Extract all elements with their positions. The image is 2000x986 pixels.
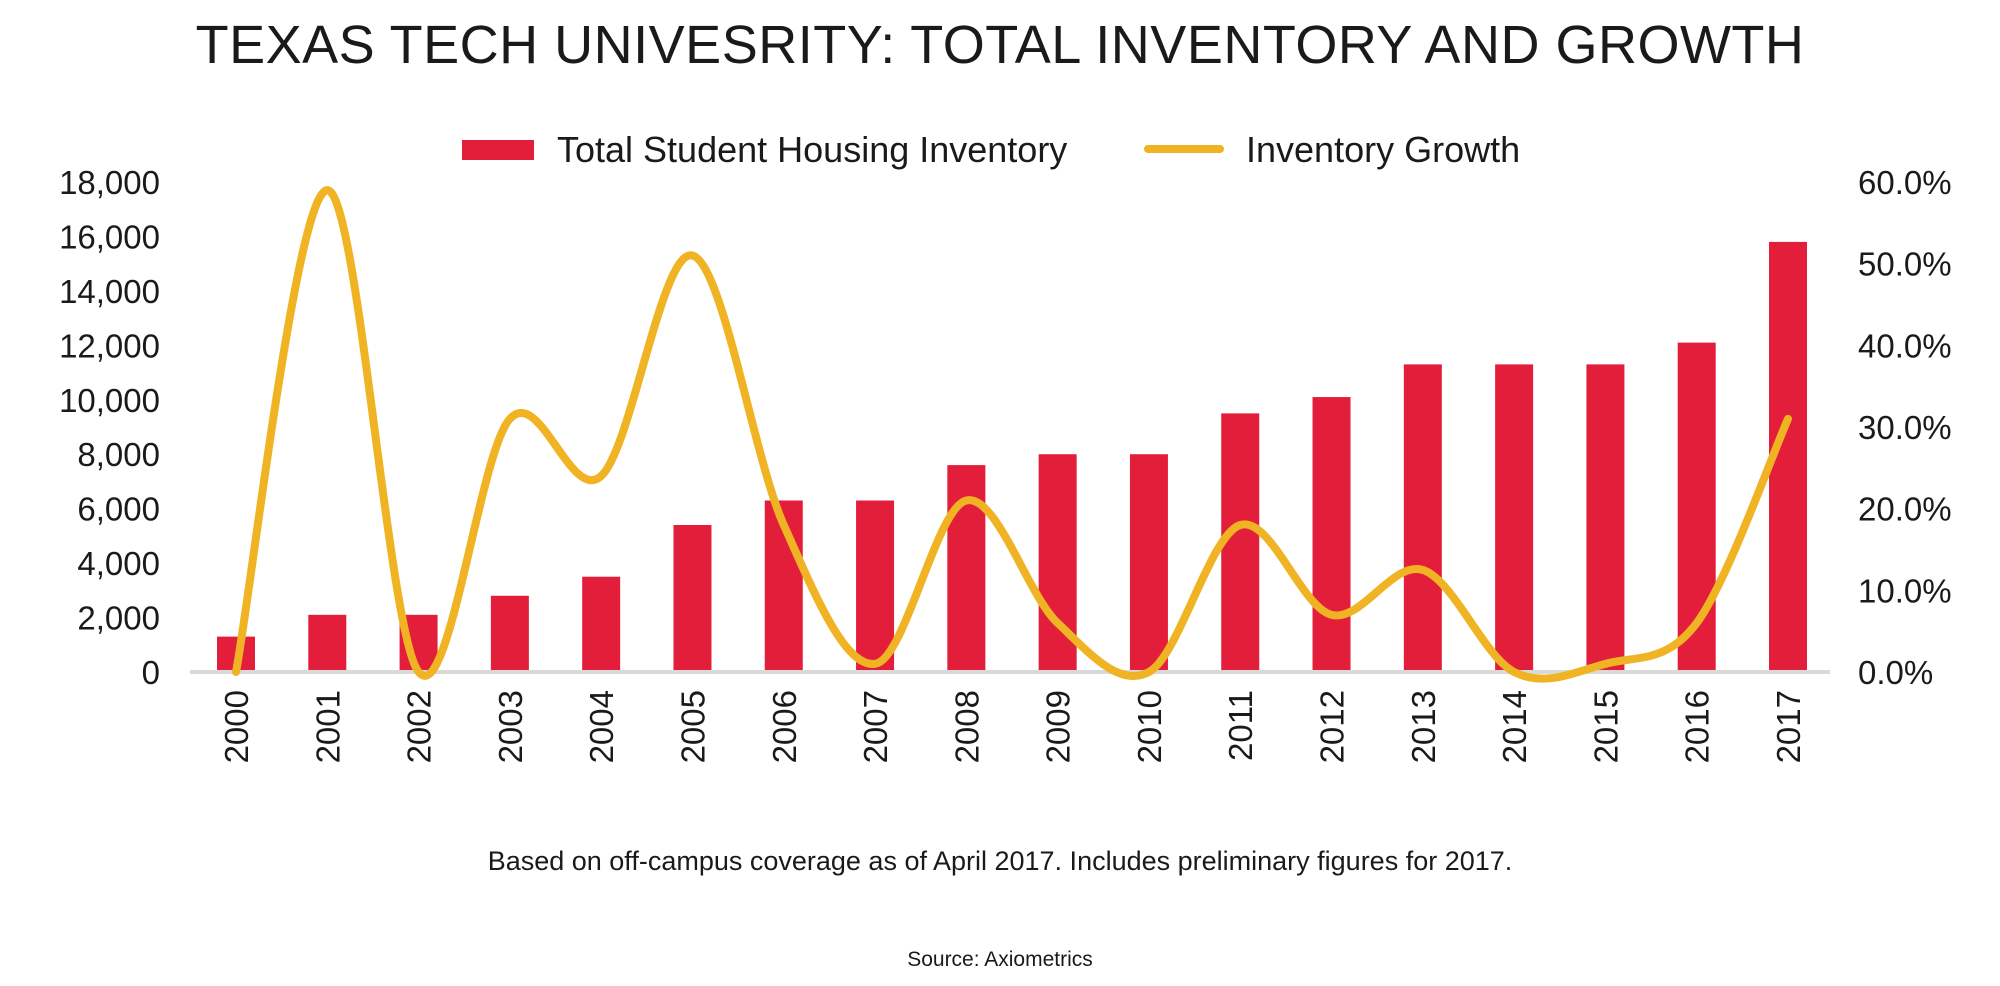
- bar-series: [217, 241, 1807, 672]
- x-tick-label: 2009: [1040, 690, 1077, 763]
- source-note: Source: Axiometrics: [907, 948, 1093, 971]
- chart-title: TEXAS TECH UNIVESRITY: TOTAL INVENTORY A…: [195, 15, 1805, 75]
- legend: Total Student Housing Inventory Inventor…: [462, 129, 1520, 170]
- x-tick-label: 2015: [1587, 690, 1624, 763]
- y-right-tick-label: 40.0%: [1858, 327, 1952, 364]
- legend-swatch-bar: [462, 140, 534, 160]
- y-right-tick-label: 0.0%: [1858, 654, 1933, 691]
- growth-line: [232, 186, 1792, 683]
- x-tick-label: 2016: [1679, 690, 1716, 763]
- y-right-tick-label: 20.0%: [1858, 491, 1952, 528]
- x-tick-label: 2003: [492, 690, 529, 763]
- x-tick-label: 2000: [218, 690, 255, 763]
- x-tick-label: 2008: [948, 690, 985, 763]
- y-left-tick-label: 4,000: [77, 545, 160, 582]
- y-left-tick-label: 12,000: [59, 327, 160, 364]
- y-right-tick-label: 50.0%: [1858, 246, 1952, 283]
- bar-2005: [673, 525, 712, 672]
- x-tick-label: 2005: [674, 690, 711, 763]
- x-tick-label: 2011: [1222, 690, 1259, 761]
- bar-2012: [1312, 397, 1351, 672]
- y-left-tick-label: 14,000: [59, 273, 160, 310]
- bar-2004: [582, 576, 621, 672]
- x-tick-label: 2006: [766, 690, 803, 763]
- y-left-tick-label: 2,000: [77, 600, 160, 637]
- bar-2003: [490, 595, 529, 672]
- footnote: Based on off-campus coverage as of April…: [487, 846, 1513, 876]
- x-tick-label: 2002: [401, 690, 438, 763]
- y-left-tick-label: 16,000: [59, 218, 160, 255]
- y-right-tick-label: 10.0%: [1858, 572, 1952, 609]
- x-tick-label: 2010: [1131, 690, 1168, 763]
- x-tick-label: 2012: [1314, 690, 1351, 763]
- left-axis: 18,000 16,000 14,000 12,000 10,000 8,000 6,000…: [59, 164, 160, 691]
- x-tick-label: 2013: [1405, 690, 1442, 763]
- y-right-tick-label: 30.0%: [1858, 409, 1952, 446]
- right-axis: 60.0% 50.0% 40.0% 30.0% 20.0% 10.0% 0.0%: [1858, 164, 1952, 691]
- y-right-tick-label: 60.0%: [1858, 164, 1952, 201]
- x-tick-label: 2004: [583, 690, 620, 763]
- y-left-tick-label: 0: [142, 654, 160, 691]
- x-tick-label: 2007: [857, 690, 894, 763]
- bar-2014: [1495, 364, 1534, 672]
- bar-2010: [1129, 454, 1168, 672]
- bar-2015: [1586, 364, 1625, 672]
- y-left-tick-label: 6,000: [77, 491, 160, 528]
- x-tick-label: 2001: [309, 690, 346, 763]
- bar-2001: [308, 614, 347, 672]
- legend-label-growth: Inventory Growth: [1246, 129, 1520, 170]
- y-left-tick-label: 10,000: [59, 382, 160, 419]
- x-tick-label: 2017: [1770, 690, 1807, 763]
- x-axis-ticks: 2000 2001 2002 2003 2004 2005 2006 2007 2008 2009…: [218, 690, 1807, 763]
- y-left-tick-label: 18,000: [59, 164, 160, 201]
- line-series: [232, 186, 1792, 683]
- bar-2007: [856, 500, 895, 672]
- bar-2008: [947, 465, 986, 672]
- y-left-tick-label: 8,000: [77, 436, 160, 473]
- bar-2013: [1403, 364, 1442, 672]
- bar-2011: [1221, 413, 1260, 672]
- x-tick-label: 2014: [1496, 690, 1533, 763]
- legend-label-inventory: Total Student Housing Inventory: [557, 129, 1067, 170]
